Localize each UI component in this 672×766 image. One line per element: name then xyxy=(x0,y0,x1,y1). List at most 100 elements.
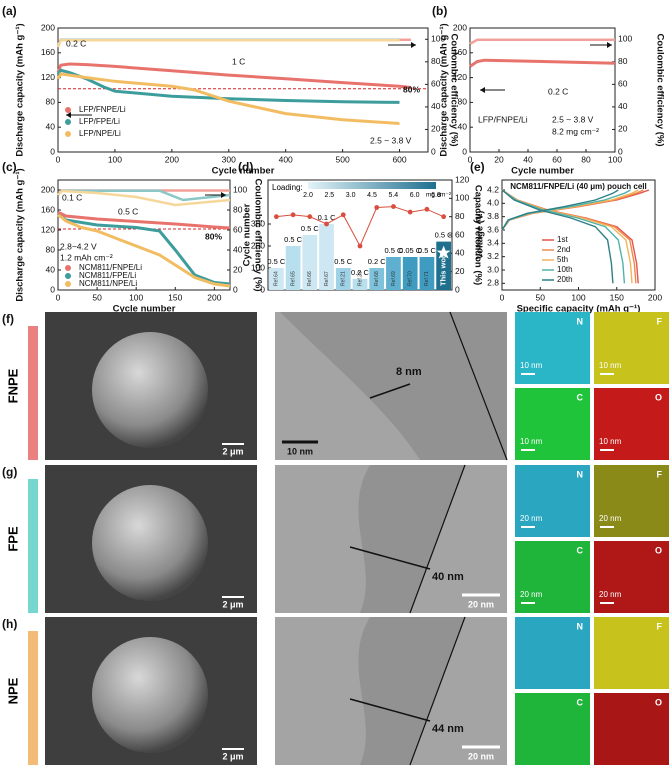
eds-map xyxy=(594,312,669,384)
eds-scale: 10 nm xyxy=(520,437,543,446)
annotation: 0.2 C xyxy=(66,38,86,48)
arrow-head xyxy=(480,87,485,93)
retention-point xyxy=(324,221,329,227)
y2-tick-label: 60 xyxy=(455,229,465,239)
x-tick-label: 20 xyxy=(494,154,504,164)
thickness-arrow xyxy=(369,383,411,399)
y-tick-label: 3.2 xyxy=(487,251,499,261)
rate-label: 0.05 C xyxy=(399,246,422,255)
plot-frame xyxy=(469,27,616,153)
x-axis-label: Cycle number xyxy=(511,166,574,177)
series-line xyxy=(501,189,619,284)
series-line xyxy=(57,213,231,288)
y-tick-label: 200 xyxy=(41,22,55,32)
series-name: LFP/FNPE/Li xyxy=(478,114,528,124)
x-tick-label: 0 xyxy=(56,154,61,164)
eds-map xyxy=(515,541,590,613)
legend-label: NCM811/NPE/Li xyxy=(79,279,137,288)
rate-label: 0.5 C xyxy=(267,257,286,266)
eds-element: N xyxy=(577,469,584,479)
plot-frame xyxy=(501,179,656,291)
y-tick-label: 4.0 xyxy=(487,198,499,208)
y2-tick-label: 80 xyxy=(233,204,243,214)
legend-label: 20th xyxy=(557,275,573,284)
thickness-arrow xyxy=(349,698,431,722)
y-tick-label: 200 xyxy=(41,184,55,194)
panel-label: (c) xyxy=(2,160,17,174)
legend-swatch xyxy=(65,281,71,287)
retention-point xyxy=(273,214,279,220)
tem-scale: 10 nm xyxy=(287,446,313,456)
panel-label: (g) xyxy=(2,465,17,479)
eds-element: N xyxy=(577,621,584,631)
y2-tick-label: 40 xyxy=(431,101,441,111)
eds-scale: 20 nm xyxy=(520,514,543,523)
annotation: 0.2 C xyxy=(548,86,568,96)
arrow-head xyxy=(221,192,226,198)
y-tick-label: 2.8 xyxy=(487,278,499,288)
retention-point xyxy=(340,212,346,218)
x-tick-label: 200 xyxy=(648,292,662,302)
bar xyxy=(352,279,368,290)
annotation: 80% xyxy=(403,84,420,94)
y2-tick-label: 100 xyxy=(455,193,469,203)
y2-tick-label: 40 xyxy=(233,244,243,254)
legend-label: NCM811/FPE/Li xyxy=(79,271,136,280)
plot-frame xyxy=(57,179,231,291)
category-label: Ref.66 xyxy=(307,271,313,286)
x-tick-label: 200 xyxy=(207,292,221,302)
eds-element: O xyxy=(655,697,662,707)
annotation: 0.5 C xyxy=(118,206,138,216)
y-tick-label: 120 xyxy=(41,224,55,234)
sample-name: FPE xyxy=(5,526,20,552)
y2-tick-label: 100 xyxy=(233,184,247,194)
y2-tick-label: 0 xyxy=(431,146,436,156)
y-tick-label: 3.6 xyxy=(487,224,499,234)
y2-tick-label: 20 xyxy=(618,124,628,134)
category-label: Ref.21 xyxy=(341,271,347,286)
bar xyxy=(335,268,351,290)
arrow-head xyxy=(607,42,612,48)
sample-name: NPE xyxy=(5,677,20,704)
x-tick-label: 500 xyxy=(336,154,350,164)
bar xyxy=(369,268,385,290)
eds-map xyxy=(594,541,669,613)
eds-element: F xyxy=(657,469,663,479)
ce-line xyxy=(57,189,231,207)
bar xyxy=(319,224,334,290)
x-tick-label: 50 xyxy=(536,292,546,302)
loading-title: Loading: xyxy=(272,183,303,192)
x-axis-label: Specific capacity (mAh g⁻¹) xyxy=(517,304,641,315)
series-line xyxy=(56,72,400,125)
tem-layer xyxy=(358,617,465,765)
y-tick-label: 80 xyxy=(46,244,56,254)
category-label: Ref.67 xyxy=(324,271,330,286)
ce-line xyxy=(469,38,615,45)
annotation: 1.2 mAh cm⁻² xyxy=(60,252,113,262)
retention-point xyxy=(424,206,430,212)
tem-edge xyxy=(449,311,508,461)
x-tick-label: 100 xyxy=(129,292,143,302)
legend-label: 10th xyxy=(557,265,573,274)
eds-map xyxy=(515,465,590,537)
rate-label: 0.5 C xyxy=(301,224,320,233)
legend-swatch xyxy=(65,273,71,279)
y2-axis-label: Coulombic efficiency (%) xyxy=(448,34,459,147)
category-label: Ref.68 xyxy=(374,271,380,286)
eds-map xyxy=(594,617,669,689)
bar xyxy=(386,257,401,290)
y-tick-label: 40 xyxy=(46,264,56,274)
legend-swatch xyxy=(65,265,71,271)
legend-label: 1st xyxy=(557,235,568,244)
y2-tick-label: 60 xyxy=(431,79,441,89)
y2-axis-label: Coulombic efficiency (%) xyxy=(252,179,263,292)
x-axis-label: Cycle number xyxy=(212,166,275,177)
x-tick-label: 100 xyxy=(608,154,622,164)
x-tick-label: 50 xyxy=(92,292,102,302)
category-label: Ref.64 xyxy=(274,271,280,286)
panel-label: (e) xyxy=(470,160,485,174)
panel-label: (d) xyxy=(238,160,253,174)
y-tick-label: 160 xyxy=(41,204,55,214)
annotation: 0.1 C xyxy=(62,192,82,202)
